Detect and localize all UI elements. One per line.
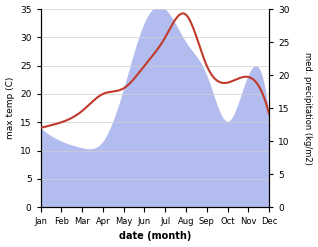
- X-axis label: date (month): date (month): [119, 231, 191, 242]
- Y-axis label: med. precipitation (kg/m2): med. precipitation (kg/m2): [303, 52, 313, 165]
- Y-axis label: max temp (C): max temp (C): [5, 77, 15, 139]
